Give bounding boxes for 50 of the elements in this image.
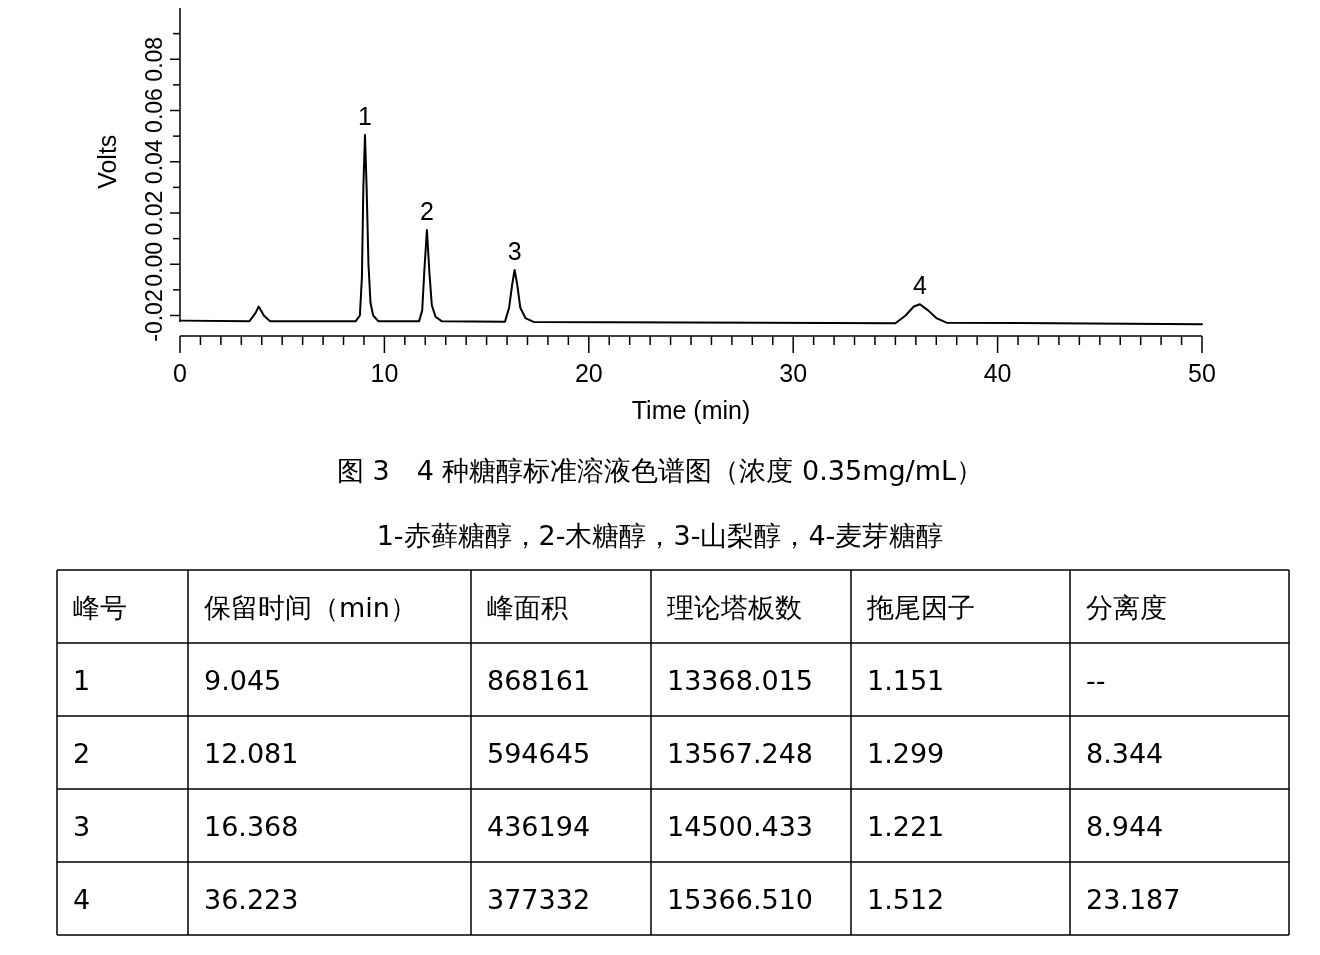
text: -- xyxy=(1086,664,1106,696)
text: 1.299 xyxy=(867,737,945,769)
text: 377332 xyxy=(487,883,591,915)
x-tick-label: 20 xyxy=(574,359,603,387)
text: 1.512 xyxy=(867,883,945,915)
text: 8.344 xyxy=(1086,737,1164,769)
x-tick-label: 30 xyxy=(779,359,808,387)
text: 12.081 xyxy=(204,737,299,769)
annotation: 4 xyxy=(912,271,927,300)
caption: 图 3 4 种糖醇标准溶液色谱图（浓度 0.35mg/mL） xyxy=(336,455,984,486)
text: 峰号 xyxy=(73,591,127,623)
text: 保留时间（min） xyxy=(204,591,417,623)
x-tick-label: 0 xyxy=(173,359,187,387)
y-tick-label: 0.02 xyxy=(141,190,167,236)
y-tick-label: -0.02 xyxy=(141,289,167,342)
text: 1-赤藓糖醇，2-木糖醇，3-山梨醇，4-麦芽糖醇 xyxy=(376,520,944,551)
text: 8.944 xyxy=(1086,810,1164,842)
y-axis-title: Volts xyxy=(93,134,121,189)
text: 拖尾因子 xyxy=(866,591,975,623)
text: 理论塔板数 xyxy=(667,591,802,623)
x-tick-label: 10 xyxy=(370,359,399,387)
text: 2 xyxy=(73,737,91,769)
text: 13567.248 xyxy=(667,737,814,769)
text: 36.223 xyxy=(204,883,299,915)
text: 分离度 xyxy=(1086,591,1167,623)
text: 1 xyxy=(73,664,91,696)
y-tick-label: 0.06 xyxy=(141,88,167,133)
y-tick-label: 0.08 xyxy=(141,36,167,82)
text: 1.221 xyxy=(867,810,945,842)
text: 3 xyxy=(73,810,91,842)
text: 15366.510 xyxy=(667,883,814,915)
x-tick-label: 40 xyxy=(983,359,1012,387)
y-tick-label: 0.00 xyxy=(141,241,167,287)
text: 436194 xyxy=(487,810,591,842)
text: 14500.433 xyxy=(667,810,814,842)
text: 594645 xyxy=(487,737,591,769)
x-axis-title: Time (min) xyxy=(631,396,751,424)
text: 13368.015 xyxy=(667,664,814,696)
text: 1.151 xyxy=(867,664,945,696)
text: 868161 xyxy=(487,664,591,696)
annotation: 2 xyxy=(419,196,434,225)
y-tick-label: 0.04 xyxy=(141,139,167,185)
text: 峰面积 xyxy=(487,591,568,623)
annotation: 1 xyxy=(358,102,372,131)
annotation: 3 xyxy=(507,236,522,265)
text: 4 xyxy=(73,883,91,915)
text: 23.187 xyxy=(1086,883,1181,915)
x-tick-label: 50 xyxy=(1188,359,1216,387)
text: 16.368 xyxy=(204,810,299,842)
text: 9.045 xyxy=(204,664,282,696)
